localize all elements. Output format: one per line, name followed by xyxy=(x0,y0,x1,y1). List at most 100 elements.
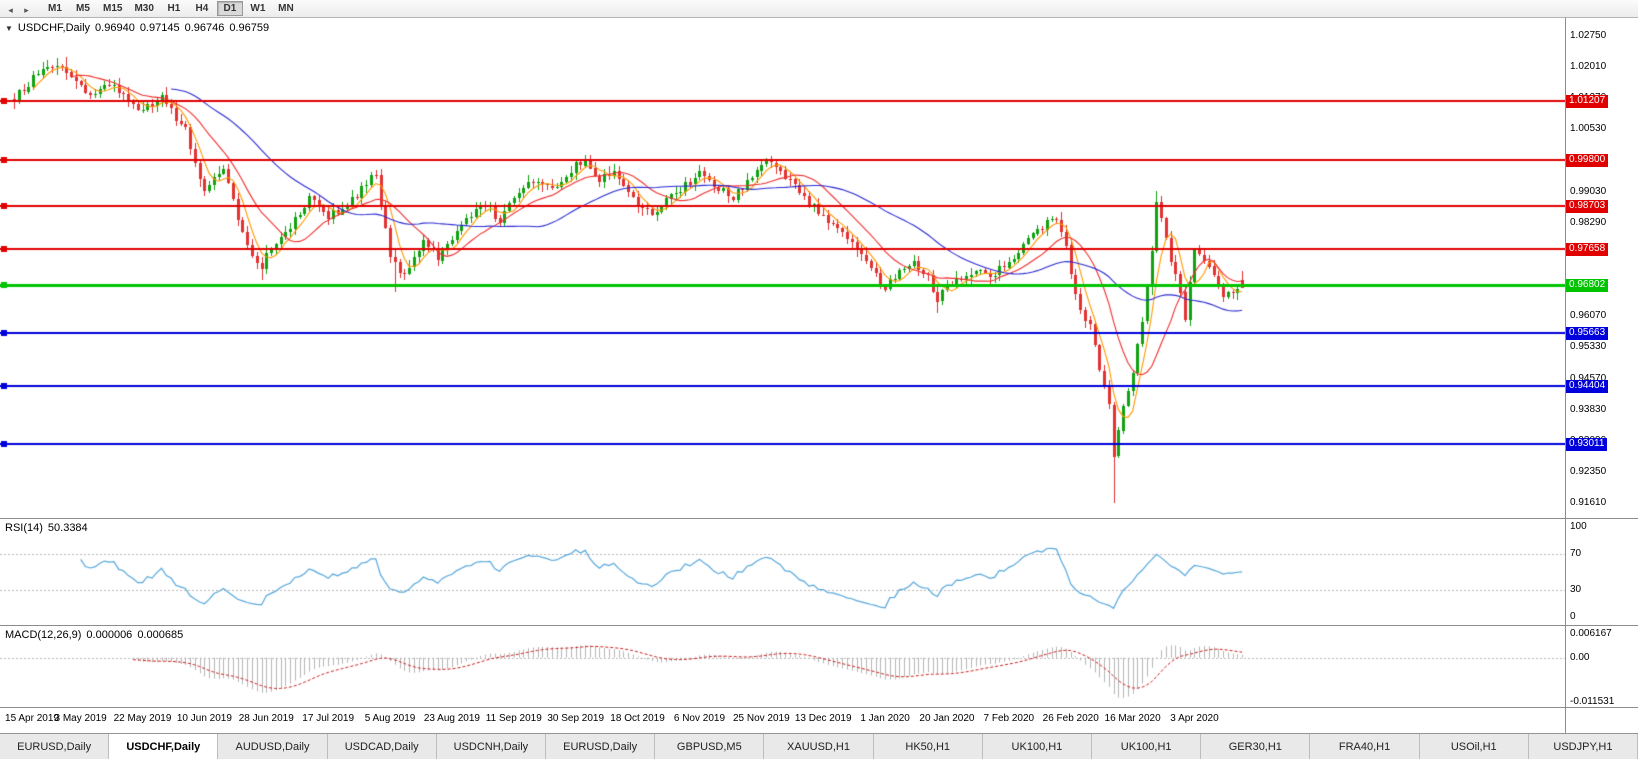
price-axis-tick: 1.00530 xyxy=(1570,123,1607,135)
time-axis-label: 30 Sep 2019 xyxy=(547,713,605,724)
open-value: 0.96940 xyxy=(95,22,135,34)
time-axis-label: 13 Dec 2019 xyxy=(794,713,852,724)
timeframe-button-d1[interactable]: D1 xyxy=(216,1,243,16)
chart-tab-eurusd-daily[interactable]: EURUSD,Daily xyxy=(0,734,110,759)
timeframe-buttons: M1 M5 M15 M30 H1 H4 D1 W1 MN xyxy=(41,1,300,16)
time-axis-label: 25 Nov 2019 xyxy=(732,713,790,724)
chart-tab-usoil-h1[interactable]: USOil,H1 xyxy=(1419,734,1529,759)
chart-tab-ger30-h1[interactable]: GER30,H1 xyxy=(1201,734,1311,759)
chart-header: ▼ USDCHF,Daily 0.96940 0.97145 0.96746 0.9675… xyxy=(5,22,274,34)
symbol-period-label: USDCHF,Daily xyxy=(17,22,91,34)
macd-main-value: 0.000006 xyxy=(86,629,133,641)
scroll-right-icon[interactable]: ▸ xyxy=(24,4,29,15)
time-axis-label: 26 Feb 2020 xyxy=(1042,713,1099,724)
time-axis-label: 15 Apr 2019 xyxy=(5,713,59,724)
macd-axis-tick: 0.006167 xyxy=(1570,628,1612,639)
chart-tab-xauusd-h1[interactable]: XAUUSD,H1 xyxy=(764,734,874,759)
chart-tab-uk100-h1[interactable]: UK100,H1 xyxy=(1092,734,1202,759)
chart-tab-usdcnh-daily[interactable]: USDCNH,Daily xyxy=(436,734,547,759)
panel-separator[interactable] xyxy=(0,625,1638,626)
rsi-current-value: 50.3384 xyxy=(47,522,88,534)
price-line-tag-1.01207: 1.01207 xyxy=(1566,94,1609,108)
price-axis-tick: 0.96070 xyxy=(1570,310,1607,322)
timeframe-button-w1[interactable]: W1 xyxy=(245,1,271,16)
time-axis-label: 23 Aug 2019 xyxy=(423,713,480,724)
panel-separator[interactable] xyxy=(0,518,1638,519)
chart-tab-gbpusd-m5[interactable]: GBPUSD,M5 xyxy=(655,734,765,759)
chart-tab-fra40-h1[interactable]: FRA40,H1 xyxy=(1310,734,1420,759)
time-axis-label: 22 May 2019 xyxy=(113,713,172,724)
time-axis-label: 6 Nov 2019 xyxy=(673,713,726,724)
low-value: 0.96746 xyxy=(184,22,225,34)
rsi-axis-tick: 100 xyxy=(1570,521,1587,532)
chart-tab-uk100-h1[interactable]: UK100,H1 xyxy=(982,734,1093,759)
price-axis[interactable]: 1.027501.020101.012701.005300.997900.990… xyxy=(1565,18,1638,733)
time-axis-label: 16 Mar 2020 xyxy=(1104,713,1161,724)
timeframe-button-m15[interactable]: M15 xyxy=(98,1,127,16)
timeframe-button-m30[interactable]: M30 xyxy=(129,1,158,16)
timeframe-button-mn[interactable]: MN xyxy=(273,1,299,16)
timeframe-toolbar: ◂ ▸ M1 M5 M15 M30 H1 H4 D1 W1 MN xyxy=(0,0,1638,18)
price-line-tag-0.94404: 0.94404 xyxy=(1566,379,1609,393)
price-axis-tick: 0.99030 xyxy=(1570,185,1607,197)
macd-axis-tick: -0.011531 xyxy=(1570,696,1615,707)
macd-indicator-canvas[interactable] xyxy=(0,626,1565,707)
collapse-icon[interactable]: ▼ xyxy=(5,24,13,33)
rsi-axis-tick: 0 xyxy=(1570,611,1576,622)
chart-area[interactable]: ▼ USDCHF,Daily 0.96940 0.97145 0.96746 0.9675… xyxy=(0,18,1638,733)
chart-tab-audusd-daily[interactable]: AUDUSD,Daily xyxy=(218,734,328,759)
rsi-axis-tick: 30 xyxy=(1570,584,1582,595)
price-line-tag-0.93011: 0.93011 xyxy=(1566,438,1608,452)
macd-indicator-label: MACD(12,26,9) 0.000006 0.000685 xyxy=(5,629,188,641)
time-axis[interactable]: 15 Apr 2019 3 May 2019 22 May 2019 10 Jun 2… xyxy=(0,708,1565,733)
time-axis-label: 7 Feb 2020 xyxy=(983,713,1035,724)
time-axis-label: 3 May 2019 xyxy=(54,713,107,724)
price-axis-tick: 0.98290 xyxy=(1570,216,1607,228)
high-value: 0.97145 xyxy=(139,22,180,34)
time-axis-label: 18 Oct 2019 xyxy=(610,713,665,724)
macd-axis-tick: 0.00 xyxy=(1570,651,1590,663)
chart-tab-hk50-h1[interactable]: HK50,H1 xyxy=(873,734,983,759)
chart-tab-usdchf-daily[interactable]: USDCHF,Daily xyxy=(109,734,219,759)
price-chart-canvas[interactable] xyxy=(0,18,1565,518)
rsi-name: RSI(14) xyxy=(5,522,43,534)
price-line-tag-0.97658: 0.97658 xyxy=(1566,243,1609,257)
price-axis-tick: 1.02750 xyxy=(1570,30,1607,41)
price-axis-tick: 1.02010 xyxy=(1570,61,1607,73)
time-axis-label: 3 Apr 2020 xyxy=(1170,713,1219,724)
close-value: 0.96759 xyxy=(229,22,270,34)
time-axis-label: 10 Jun 2019 xyxy=(176,713,232,724)
price-line-tag-0.96802: 0.96802 xyxy=(1566,279,1609,293)
timeframe-button-h4[interactable]: H4 xyxy=(189,1,215,16)
rsi-indicator-label: RSI(14) 50.3384 xyxy=(5,522,93,534)
time-axis-label: 5 Aug 2019 xyxy=(364,713,416,724)
price-line-tag-0.99800: 0.99800 xyxy=(1566,153,1609,167)
time-axis-label: 1 Jan 2020 xyxy=(860,713,910,724)
chart-tab-usdcad-daily[interactable]: USDCAD,Daily xyxy=(327,734,437,759)
price-axis-tick: 0.93830 xyxy=(1570,403,1607,415)
rsi-axis-tick: 70 xyxy=(1570,548,1582,559)
time-axis-label: 20 Jan 2020 xyxy=(919,713,975,724)
rsi-indicator-canvas[interactable] xyxy=(0,519,1565,625)
time-axis-label: 17 Jul 2019 xyxy=(302,713,355,724)
toolbar-icons: ◂ ▸ xyxy=(3,0,35,18)
panel-separator xyxy=(0,707,1638,708)
timeframe-button-m5[interactable]: M5 xyxy=(70,1,96,16)
macd-signal-value: 0.000685 xyxy=(137,629,184,641)
chart-tab-usdjpy-h1[interactable]: USDJPY,H1 xyxy=(1528,734,1638,759)
chart-tab-eurusd-daily[interactable]: EURUSD,Daily xyxy=(546,734,656,759)
price-line-tag-0.95663: 0.95663 xyxy=(1566,327,1609,341)
price-axis-tick: 0.95330 xyxy=(1570,341,1607,353)
time-axis-label: 28 Jun 2019 xyxy=(238,713,294,724)
chart-tabbar: EURUSD,Daily USDCHF,Daily AUDUSD,Daily USDC… xyxy=(0,733,1638,759)
price-axis-tick: 0.91610 xyxy=(1570,496,1607,508)
price-axis-tick: 0.92350 xyxy=(1570,465,1607,477)
time-axis-label: 11 Sep 2019 xyxy=(485,713,542,724)
timeframe-button-h1[interactable]: H1 xyxy=(161,1,187,16)
macd-name: MACD(12,26,9) xyxy=(5,629,82,641)
timeframe-button-m1[interactable]: M1 xyxy=(42,1,68,16)
price-axis-tick: 0.94570 xyxy=(1570,372,1607,384)
scroll-left-icon[interactable]: ◂ xyxy=(8,4,13,15)
price-line-tag-0.98703: 0.98703 xyxy=(1566,199,1609,213)
